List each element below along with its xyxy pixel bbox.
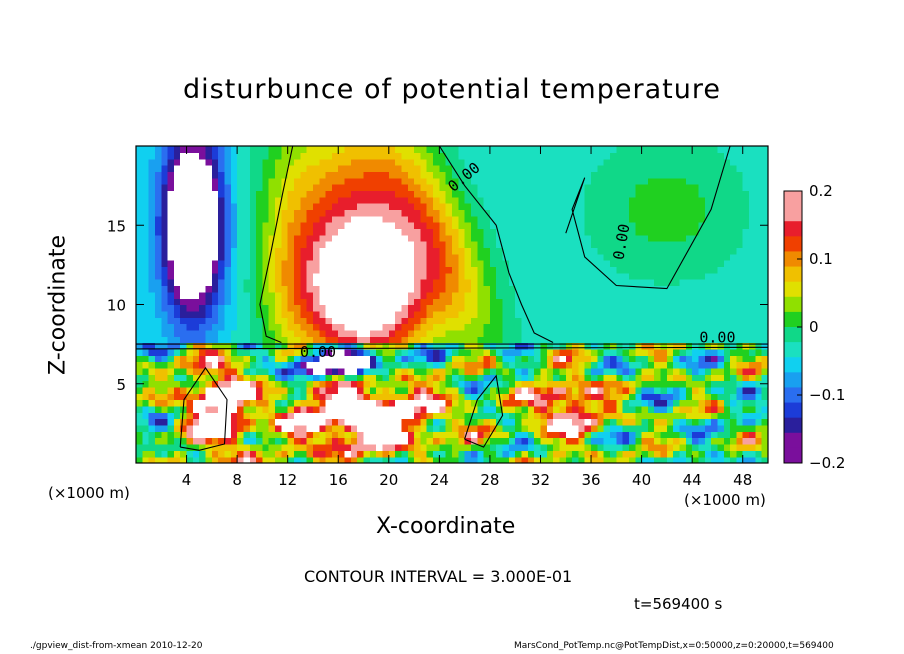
y-tick-label: 10 (107, 297, 126, 315)
colorbar-swatch (784, 296, 802, 313)
colorbar-tick-label: 0.1 (809, 250, 833, 268)
colorbar-tick-label: −0.1 (809, 386, 845, 404)
x-tick-label: 12 (278, 471, 297, 489)
colorbar-tick-label: −0.2 (809, 454, 845, 472)
colorbar-swatch (784, 251, 802, 268)
colorbar-swatch (784, 191, 802, 207)
colorbar-swatch (784, 221, 802, 237)
chart-title: disturbunce of potential temperature (183, 74, 721, 105)
colorbar: 0.2 0.1 0 −0.1 −0.2 (783, 182, 845, 472)
x-unit-right: (×1000 m) (684, 491, 766, 509)
x-tick-label: 36 (581, 471, 600, 489)
x-tick-label: 16 (329, 471, 348, 489)
colorbar-swatch (784, 206, 802, 222)
x-tick-label: 24 (430, 471, 449, 489)
colorbar-swatch (784, 372, 802, 388)
colorbar-swatch (784, 447, 802, 464)
x-unit-left: (×1000 m) (48, 484, 130, 502)
footer-source: MarsCond_PotTemp.nc@PotTempDist,x=0:5000… (514, 641, 834, 651)
plot-area (136, 146, 768, 463)
y-tick-label: 5 (116, 376, 126, 394)
colorbar-swatch (784, 387, 802, 404)
colorbar-swatch (784, 281, 802, 298)
colorbar-swatch (784, 417, 802, 434)
x-tick-label: 32 (531, 471, 550, 489)
x-tick-label: 28 (480, 471, 499, 489)
contour-interval-note: CONTOUR INTERVAL = 3.000E-01 (304, 567, 573, 586)
footer-command: ./gpview_dist-from-xmean 2010-12-20 (30, 641, 203, 651)
colorbar-swatch (784, 432, 802, 449)
field-layer (136, 146, 768, 463)
x-tick-label: 44 (683, 471, 702, 489)
contour-label: 0.00 (300, 343, 336, 361)
contour-lines (136, 146, 768, 451)
y-axis: 5 10 15 (107, 217, 768, 394)
colorbar-tick-label: 0.2 (809, 182, 833, 200)
time-label: t=569400 s (634, 595, 723, 613)
colorbar-swatch (784, 236, 802, 252)
y-tick-label: 15 (107, 217, 126, 235)
x-axis: 4 8 12 16 20 24 28 32 36 40 44 48 (182, 146, 752, 489)
colorbar-swatch (784, 342, 802, 358)
x-tick-label: 4 (182, 471, 192, 489)
colorbar-swatch (784, 402, 802, 419)
colorbar-tick-label: 0 (809, 318, 819, 336)
x-axis-label: X-coordinate (376, 514, 516, 539)
colorbar-swatch (784, 357, 802, 373)
colorbar-swatch (784, 311, 802, 328)
x-tick-label: 40 (632, 471, 651, 489)
colorbar-swatch (784, 266, 802, 283)
x-tick-label: 48 (733, 471, 752, 489)
contour-label: 0.00 (699, 329, 735, 347)
x-tick-label: 20 (379, 471, 398, 489)
colorbar-swatch (784, 327, 802, 343)
x-tick-label: 8 (232, 471, 242, 489)
y-axis-label: Z-coordinate (45, 235, 71, 375)
contour-label: 0.00 (610, 222, 634, 261)
